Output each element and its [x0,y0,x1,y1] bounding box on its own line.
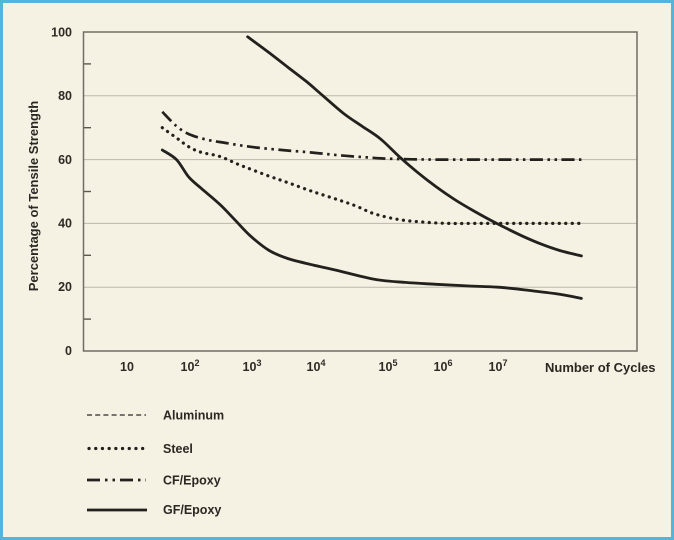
data-curves [160,35,583,300]
legend-label-cf-epoxy: CF/Epoxy [163,474,221,488]
steel-curve [160,126,583,226]
x-axis-tick-labels: 10 102 103 104 105 106 107 [120,358,507,374]
x-tick-10e3: 103 [243,358,262,374]
y-tick-80: 80 [58,89,72,103]
x-axis-title: Number of Cycles [545,360,656,375]
x-tick-10e6: 106 [434,358,453,374]
legend: Aluminum Steel CF/Epoxy GF/Epoxy [87,409,224,517]
plot-area-border [82,31,638,352]
legend-label-steel: Steel [163,442,193,456]
legend-label-gf-epoxy: GF/Epoxy [163,503,221,517]
gridlines [83,63,637,320]
x-tick-10e1: 10 [120,360,134,374]
gf-epoxy-curve [246,35,583,258]
x-tick-10e5: 105 [379,358,398,374]
fatigue-strength-chart: 0 20 40 60 80 100 10 102 103 104 105 106… [26,26,656,518]
y-axis-title: Percentage of Tensile Strength [26,101,41,292]
x-tick-10e2: 102 [181,358,200,374]
cf-epoxy-curve [161,110,582,161]
y-axis-tick-labels: 0 20 40 60 80 100 [51,26,72,359]
legend-label-aluminum: Aluminum [163,409,224,423]
y-tick-20: 20 [58,280,72,294]
y-tick-100: 100 [51,26,72,40]
aluminum-curve [160,148,583,300]
y-tick-0: 0 [65,344,72,358]
x-tick-10e7: 107 [489,358,508,374]
x-tick-10e4: 104 [307,358,326,374]
y-tick-60: 60 [58,153,72,167]
y-tick-40: 40 [58,217,72,231]
